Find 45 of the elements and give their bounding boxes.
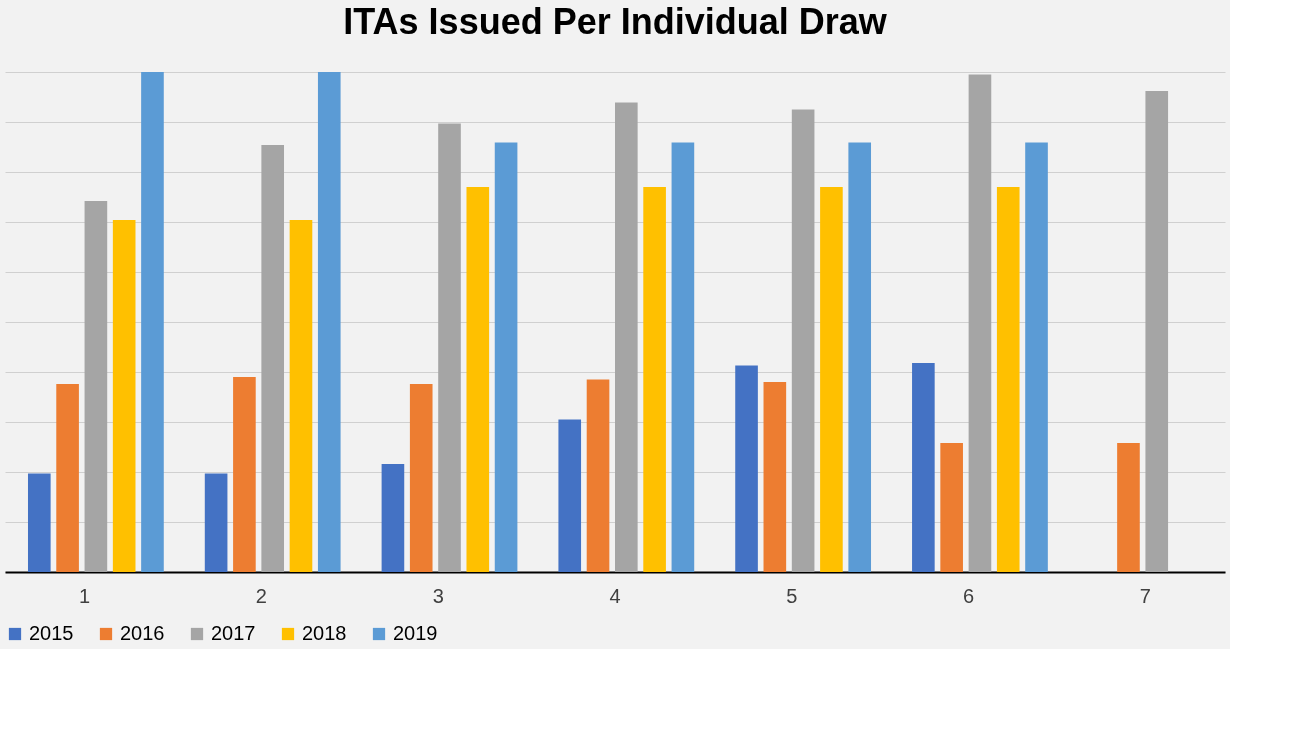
x-tick-label: 5	[786, 584, 798, 607]
legend-label: 2015	[29, 622, 74, 644]
bar	[112, 220, 136, 572]
bar	[820, 187, 843, 572]
bar	[1025, 142, 1048, 572]
bar	[141, 72, 164, 572]
legend-label: 2017	[211, 622, 256, 644]
x-tick-label: 2	[255, 584, 267, 607]
bar	[409, 384, 433, 572]
legend-label: 2016	[120, 622, 165, 644]
bar	[912, 363, 935, 572]
bar	[289, 220, 313, 572]
bar	[466, 187, 490, 572]
x-tick-label: 4	[609, 584, 621, 607]
bar	[615, 102, 638, 572]
x-tick-label: 6	[963, 584, 975, 607]
bar	[1117, 443, 1140, 572]
bar	[261, 145, 285, 572]
bar	[763, 382, 787, 572]
bar	[558, 419, 582, 572]
x-tick-label: 7	[1139, 584, 1151, 607]
bar	[735, 365, 758, 572]
bar	[494, 142, 518, 572]
legend-label: 2019	[393, 622, 438, 644]
bar	[84, 201, 108, 572]
bar	[204, 473, 228, 572]
bar	[968, 74, 992, 572]
chart-title: ITAs Issued Per Individual Draw	[343, 1, 888, 42]
bar	[1145, 91, 1169, 572]
bar	[27, 473, 51, 572]
bar	[586, 379, 610, 572]
bar	[791, 109, 815, 572]
bar	[671, 142, 695, 572]
bar	[848, 142, 872, 572]
bar	[438, 123, 461, 572]
x-tick-label: 3	[432, 584, 444, 607]
bar	[317, 72, 341, 572]
bar	[940, 443, 963, 572]
bar	[996, 187, 1020, 572]
x-tick-label: 1	[79, 584, 91, 607]
legend-label: 2018	[302, 622, 347, 644]
bar	[56, 384, 79, 572]
bar	[643, 187, 666, 572]
bar	[233, 377, 256, 572]
bar	[381, 464, 405, 572]
